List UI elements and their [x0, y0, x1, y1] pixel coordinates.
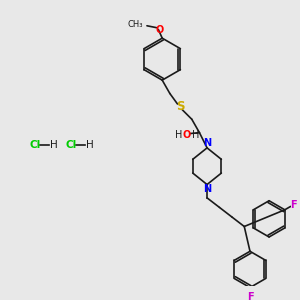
Text: Cl: Cl — [66, 140, 77, 150]
Text: N: N — [203, 184, 211, 194]
Text: F: F — [290, 200, 296, 210]
Text: CH₃: CH₃ — [128, 20, 143, 29]
Text: H: H — [175, 130, 182, 140]
Text: O: O — [183, 130, 191, 140]
Text: H: H — [192, 130, 199, 140]
Text: F: F — [247, 292, 253, 300]
Text: N: N — [203, 138, 211, 148]
Text: O: O — [155, 25, 164, 34]
Text: H: H — [86, 140, 94, 150]
Text: Cl: Cl — [30, 140, 41, 150]
Text: H: H — [50, 140, 57, 150]
Text: S: S — [176, 100, 184, 113]
